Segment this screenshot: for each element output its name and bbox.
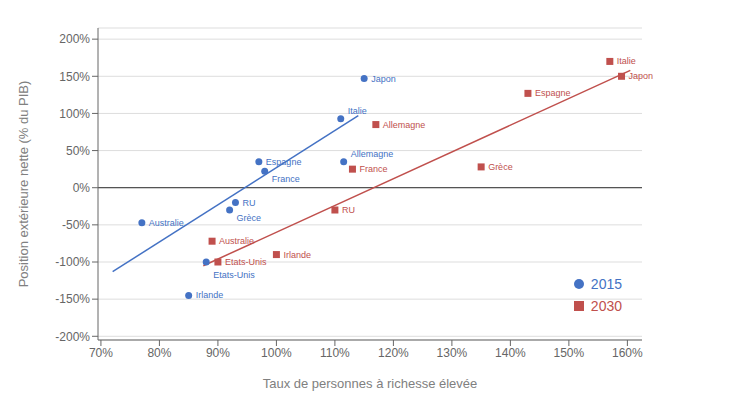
svg-text:Taux de personnes à richesse é: Taux de personnes à richesse élevée — [263, 376, 478, 391]
svg-text:Japon: Japon — [371, 74, 396, 84]
svg-text:100%: 100% — [261, 346, 292, 360]
svg-text:140%: 140% — [495, 346, 526, 360]
svg-text:-200%: -200% — [55, 330, 90, 344]
svg-text:Italie: Italie — [348, 106, 367, 116]
svg-text:Etats-Unis: Etats-Unis — [213, 270, 255, 280]
svg-text:RU: RU — [242, 198, 255, 208]
html-text:2015: 2015 — [590, 276, 622, 292]
svg-text:100%: 100% — [59, 107, 90, 121]
svg-text:110%: 110% — [320, 346, 350, 360]
svg-text:-150%: -150% — [55, 292, 90, 306]
svg-text:70%: 70% — [89, 346, 113, 360]
svg-text:Italie: Italie — [617, 56, 636, 66]
svg-text:160%: 160% — [612, 346, 643, 360]
html-text:2030: 2030 — [590, 298, 622, 314]
svg-text:Allemagne: Allemagne — [351, 149, 394, 159]
svg-text:-100%: -100% — [55, 255, 90, 269]
svg-text:Japon: Japon — [629, 71, 654, 81]
svg-text:120%: 120% — [378, 346, 409, 360]
svg-text:Position extérieure nette (% d: Position extérieure nette (% du PIB) — [16, 81, 31, 288]
svg-text:90%: 90% — [206, 346, 230, 360]
svg-text:0%: 0% — [73, 181, 91, 195]
svg-text:Grèce: Grèce — [488, 162, 513, 172]
svg-text:200%: 200% — [59, 32, 90, 46]
svg-text:50%: 50% — [66, 144, 90, 158]
svg-text:Irlande: Irlande — [283, 250, 311, 260]
svg-text:Irlande: Irlande — [196, 290, 224, 300]
svg-text:130%: 130% — [437, 346, 468, 360]
svg-text:Espagne: Espagne — [266, 157, 302, 167]
svg-text:150%: 150% — [554, 346, 585, 360]
svg-text:France: France — [272, 174, 300, 184]
svg-text:150%: 150% — [59, 70, 90, 84]
svg-text:Etats-Unis: Etats-Unis — [225, 257, 267, 267]
svg-text:RU: RU — [342, 205, 355, 215]
svg-text:Grèce: Grèce — [237, 213, 262, 223]
svg-text:80%: 80% — [147, 346, 171, 360]
svg-text:Australie: Australie — [219, 236, 254, 246]
svg-text:France: France — [359, 164, 387, 174]
svg-text:-50%: -50% — [62, 218, 90, 232]
svg-text:Allemagne: Allemagne — [383, 120, 426, 130]
svg-text:Espagne: Espagne — [535, 88, 571, 98]
svg-text:Australie: Australie — [149, 218, 184, 228]
